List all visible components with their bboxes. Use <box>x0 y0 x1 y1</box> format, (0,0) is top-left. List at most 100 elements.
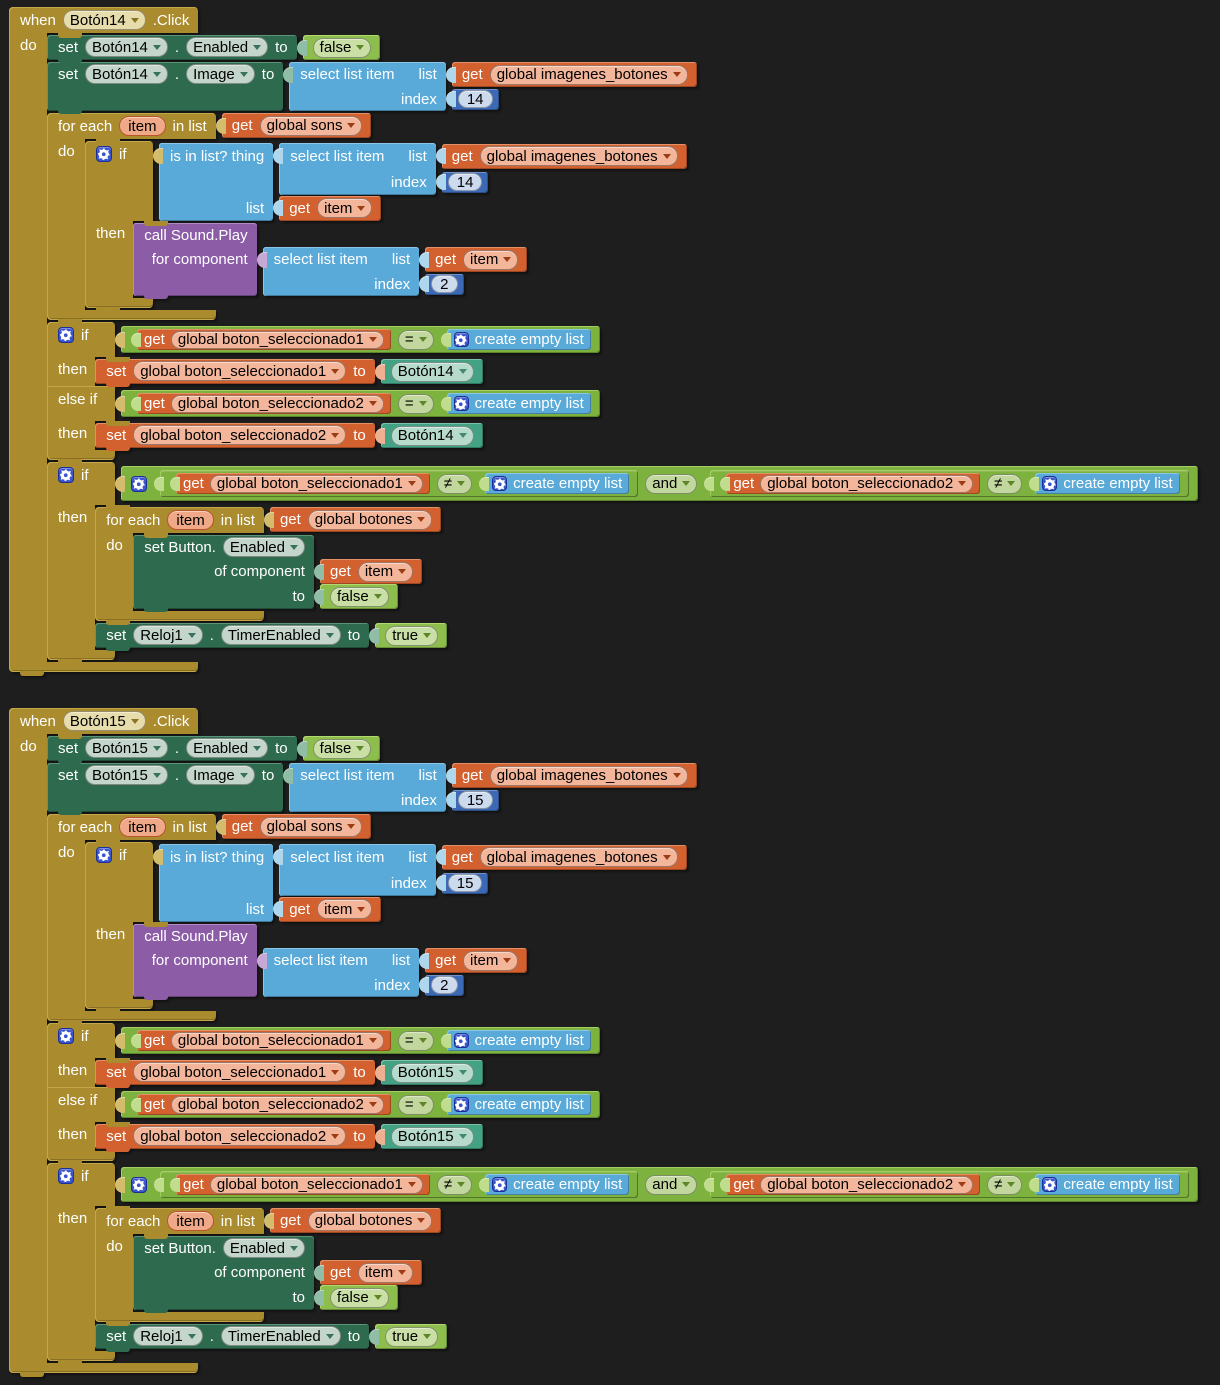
variable-dropdown[interactable]: global boton_seleccionado1 <box>170 330 384 349</box>
variable-dropdown[interactable]: global boton_seleccionado1 <box>209 474 423 493</box>
component-block[interactable]: Botón15 <box>380 1124 483 1149</box>
mutator-gear-icon[interactable] <box>58 467 74 483</box>
logic-compare-block[interactable]: get global boton_seleccionado1 = create emp… <box>121 326 600 353</box>
variable-dropdown[interactable]: global imagenes_botones <box>489 64 688 85</box>
create-empty-list-block[interactable]: create empty list <box>446 1094 591 1115</box>
mutator-gear-icon[interactable] <box>58 1028 74 1044</box>
get-variable-block[interactable]: get global boton_seleccionado2 <box>137 393 391 414</box>
compare-operator-dropdown[interactable]: = <box>397 329 434 350</box>
logic-compare-block[interactable]: get global boton_seleccionado2 = create emp… <box>121 390 600 417</box>
set-component-property-block[interactable]: set Botón14. Image to select list item list ge… <box>47 62 697 114</box>
number-field[interactable]: 14 <box>447 173 483 191</box>
get-variable-block[interactable]: get item <box>425 948 528 973</box>
component-dropdown[interactable]: Botón15 <box>390 1126 474 1147</box>
variable-dropdown[interactable]: global botones <box>307 509 433 530</box>
set-global-variable-block[interactable]: set global boton_seleccionado2 to Botón14 <box>95 423 483 451</box>
variable-dropdown[interactable]: global boton_seleccionado2 <box>760 474 974 493</box>
variable-dropdown[interactable]: global boton_seleccionado1 <box>133 1062 347 1082</box>
variable-dropdown[interactable]: item <box>317 198 373 218</box>
for-each-block[interactable]: for each item in list get global sons do if is … <box>47 814 687 1025</box>
mutator-gear-icon[interactable] <box>96 146 112 162</box>
component-block[interactable]: Botón14 <box>380 423 483 448</box>
number-field[interactable]: 14 <box>457 90 493 108</box>
call-sound-play-block[interactable]: call Sound.Play for component select list … <box>133 924 528 1000</box>
compare-operator-dropdown[interactable]: ≠ <box>987 473 1023 494</box>
variable-dropdown[interactable]: global sons <box>259 816 363 837</box>
and-operator-dropdown[interactable]: and <box>645 473 698 494</box>
math-number-block[interactable]: 2 <box>425 974 464 996</box>
property-dropdown[interactable]: Enabled <box>222 537 305 557</box>
variable-dropdown[interactable]: global imagenes_botones <box>489 765 688 786</box>
compare-operator-dropdown[interactable]: = <box>397 1030 434 1051</box>
get-variable-block[interactable]: get global imagenes_botones <box>451 62 697 87</box>
get-variable-block[interactable]: get item <box>319 559 423 584</box>
variable-dropdown[interactable]: item <box>463 249 519 270</box>
mutator-gear-icon[interactable] <box>58 1168 74 1184</box>
property-dropdown[interactable]: Image <box>186 64 255 84</box>
boolean-dropdown[interactable]: false <box>312 738 372 759</box>
get-variable-block[interactable]: get global boton_seleccionado1 <box>137 329 391 350</box>
set-component-property-block[interactable]: set Botón15. Enabled to false <box>47 736 381 764</box>
boolean-dropdown[interactable]: false <box>329 586 389 607</box>
set-global-variable-block[interactable]: set global boton_seleccionado1 to Botón15 <box>95 1060 483 1088</box>
property-dropdown[interactable]: Image <box>186 765 255 785</box>
create-empty-list-block[interactable]: create empty list <box>446 1030 591 1051</box>
if-block[interactable]: if get global boton_seleccionado1 = create e… <box>47 1023 600 1165</box>
logic-and-block[interactable]: get global boton_seleccionado1 ≠ create emp… <box>121 1167 1198 1202</box>
variable-dropdown[interactable]: global botones <box>307 1210 433 1231</box>
loop-variable-chip[interactable]: item <box>119 817 166 837</box>
call-sound-play-block[interactable]: call Sound.Play for component select list … <box>133 223 528 299</box>
component-dropdown[interactable]: Botón14 <box>62 10 146 30</box>
logic-compare-block[interactable]: get global boton_seleccionado2 ≠ create emp… <box>710 470 1189 497</box>
component-dropdown[interactable]: Botón15 <box>62 711 146 731</box>
get-variable-block[interactable]: get global botones <box>269 507 442 532</box>
select-list-item-block[interactable]: select list item list get global imagenes_b… <box>289 62 697 111</box>
get-variable-block[interactable]: get global boton_seleccionado2 <box>137 1094 391 1115</box>
mutator-gear-icon[interactable] <box>453 396 469 411</box>
get-variable-block[interactable]: get global imagenes_botones <box>441 143 687 169</box>
math-number-block[interactable]: 14 <box>441 171 489 193</box>
set-global-variable-block[interactable]: set global boton_seleccionado1 to Botón14 <box>95 359 483 387</box>
set-global-variable-block[interactable]: set global boton_seleccionado2 to Botón15 <box>95 1124 483 1152</box>
for-each-block[interactable]: for each item in list get global botones do se… <box>95 507 442 625</box>
loop-variable-chip[interactable]: item <box>167 510 214 530</box>
select-list-item-block[interactable]: select list item list get item index 2 <box>262 948 528 997</box>
component-dropdown[interactable]: Botón15 <box>85 765 168 785</box>
number-field[interactable]: 2 <box>431 275 458 293</box>
compare-operator-dropdown[interactable]: = <box>397 1094 434 1115</box>
get-variable-block[interactable]: get global imagenes_botones <box>451 763 697 788</box>
compare-operator-dropdown[interactable]: ≠ <box>436 473 473 494</box>
get-variable-block[interactable]: get global boton_seleccionado2 <box>726 473 981 494</box>
mutator-gear-icon[interactable] <box>131 475 147 492</box>
component-dropdown[interactable]: Botón15 <box>85 738 168 758</box>
get-variable-block[interactable]: get global boton_seleccionado1 <box>176 1174 430 1195</box>
variable-dropdown[interactable]: global boton_seleccionado1 <box>209 1175 423 1194</box>
component-block[interactable]: Botón14 <box>380 359 483 384</box>
set-component-property-block[interactable]: set Reloj1. TimerEnabled to true <box>95 1324 448 1352</box>
when-boton14-click-block[interactable]: when Botón14 .Click do set Botón14. Enabled to f… <box>9 7 1198 676</box>
number-field[interactable]: 15 <box>447 874 483 892</box>
property-dropdown[interactable]: TimerEnabled <box>220 1326 341 1346</box>
variable-dropdown[interactable]: global boton_seleccionado2 <box>170 394 384 413</box>
get-variable-block[interactable]: get global boton_seleccionado2 <box>726 1174 981 1195</box>
set-any-button-enabled-block[interactable]: set Button. Enabled of component get item to f… <box>133 1236 423 1313</box>
component-dropdown[interactable]: Reloj1 <box>133 625 203 645</box>
component-dropdown[interactable]: Botón14 <box>390 361 474 382</box>
mutator-gear-icon[interactable] <box>492 476 508 491</box>
mutator-gear-icon[interactable] <box>453 1033 469 1048</box>
set-component-property-block[interactable]: set Botón14. Enabled to false <box>47 35 381 63</box>
get-variable-block[interactable]: get global sons <box>221 113 372 138</box>
boolean-dropdown[interactable]: true <box>385 625 439 646</box>
loop-variable-chip[interactable]: item <box>119 116 166 136</box>
get-variable-block[interactable]: get item <box>279 896 382 922</box>
create-empty-list-block[interactable]: create empty list <box>485 473 630 494</box>
component-dropdown[interactable]: Reloj1 <box>133 1326 203 1346</box>
logic-boolean-block[interactable]: false <box>302 736 381 761</box>
variable-dropdown[interactable]: global boton_seleccionado2 <box>133 425 347 445</box>
select-list-item-block[interactable]: select list item list get item index 2 <box>262 247 528 296</box>
logic-boolean-block[interactable]: true <box>375 1324 448 1349</box>
property-dropdown[interactable]: Enabled <box>186 37 269 57</box>
mutator-gear-icon[interactable] <box>58 327 74 343</box>
logic-compare-block[interactable]: get global boton_seleccionado1 ≠ create emp… <box>160 1171 639 1198</box>
